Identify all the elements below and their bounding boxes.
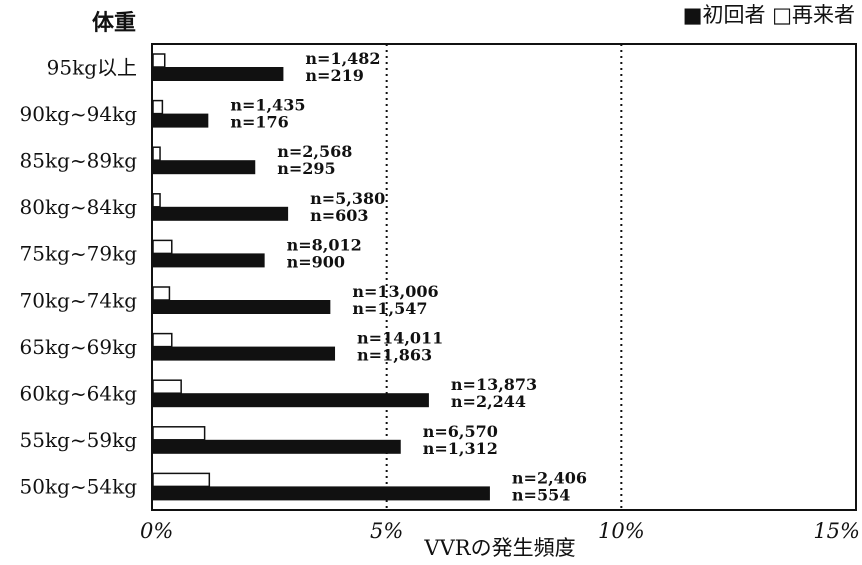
- x-tick-label: 0%: [140, 519, 173, 543]
- bar-repeat: [152, 146, 161, 161]
- data-label-first: n=2,244: [451, 392, 526, 411]
- bar-first: [152, 160, 256, 175]
- data-label-repeat: n=13,873: [451, 375, 537, 394]
- bar-repeat: [152, 332, 173, 348]
- category-label: 75kg~79kg: [20, 242, 138, 266]
- bar-repeat: [152, 286, 171, 301]
- bar-repeat: [152, 53, 166, 68]
- bar-first: [152, 486, 490, 501]
- category-label: 90kg~94kg: [20, 102, 138, 126]
- x-tick-labels: 0% 5% 10% 15%: [140, 519, 860, 543]
- bar-repeat: [152, 472, 211, 488]
- data-label-repeat: n=1,435: [230, 96, 305, 115]
- data-label-repeat: n=13,006: [352, 282, 438, 301]
- data-label-first: n=554: [512, 485, 570, 504]
- y-axis-title: 体重: [92, 10, 136, 36]
- bar-first: [152, 253, 265, 268]
- bar-first: [152, 206, 289, 221]
- category-label: 65kg~69kg: [20, 335, 138, 359]
- legend-symbol-repeat: □: [765, 3, 792, 27]
- category-labels: 95kg以上 90kg~94kg 85kg~89kg 80kg~84kg 75kg~79…: [20, 55, 138, 498]
- category-label: 50kg~54kg: [20, 475, 138, 499]
- data-label-first: n=1,547: [352, 299, 427, 318]
- legend: ■初回者 □再来者: [683, 3, 855, 27]
- bar-first: [152, 67, 284, 81]
- data-label-first: n=176: [230, 113, 288, 132]
- x-tick-label: 10%: [598, 519, 645, 543]
- data-label-first: n=295: [277, 159, 335, 178]
- category-label: 55kg~59kg: [20, 428, 138, 452]
- data-label-repeat: n=6,570: [423, 422, 498, 441]
- bar-first: [152, 393, 429, 408]
- legend-symbol-first: ■: [683, 3, 703, 27]
- data-label-repeat: n=5,380: [310, 189, 385, 208]
- category-label: 95kg以上: [47, 55, 137, 79]
- data-label-repeat: n=14,011: [357, 329, 443, 348]
- bar-repeat: [152, 239, 173, 255]
- data-label-first: n=900: [287, 252, 345, 271]
- legend-label-repeat: 再来者: [792, 3, 855, 27]
- bar-first: [152, 439, 401, 454]
- bar-first: [152, 346, 336, 361]
- bar-repeat: [152, 379, 182, 394]
- bar-repeat: [152, 426, 206, 441]
- data-label-first: n=603: [310, 206, 368, 225]
- bars: [152, 53, 490, 501]
- category-label: 80kg~84kg: [20, 195, 138, 219]
- bar-first: [152, 113, 209, 128]
- data-label-repeat: n=2,406: [512, 468, 587, 487]
- category-label: 60kg~64kg: [20, 382, 138, 406]
- data-label-repeat: n=1,482: [305, 49, 380, 68]
- category-label: 70kg~74kg: [20, 288, 138, 312]
- plot-frame: [151, 43, 857, 511]
- legend-label-first: 初回者: [702, 3, 765, 27]
- bar-repeat: [152, 193, 161, 208]
- category-label: 85kg~89kg: [20, 149, 138, 173]
- legend-text: ■初回者 □再来者: [683, 3, 855, 27]
- data-label-first: n=219: [305, 66, 363, 85]
- data-label-repeat: n=8,012: [287, 235, 362, 254]
- data-label-first: n=1,312: [423, 439, 498, 458]
- x-axis-title: VVRの発生頻度: [423, 536, 575, 560]
- x-tick-label: 15%: [813, 519, 860, 543]
- x-tick-label: 5%: [370, 519, 403, 543]
- bar-first: [152, 300, 331, 314]
- bar-repeat: [152, 99, 164, 115]
- data-label-first: n=1,863: [357, 346, 432, 365]
- data-label-repeat: n=2,568: [277, 142, 352, 161]
